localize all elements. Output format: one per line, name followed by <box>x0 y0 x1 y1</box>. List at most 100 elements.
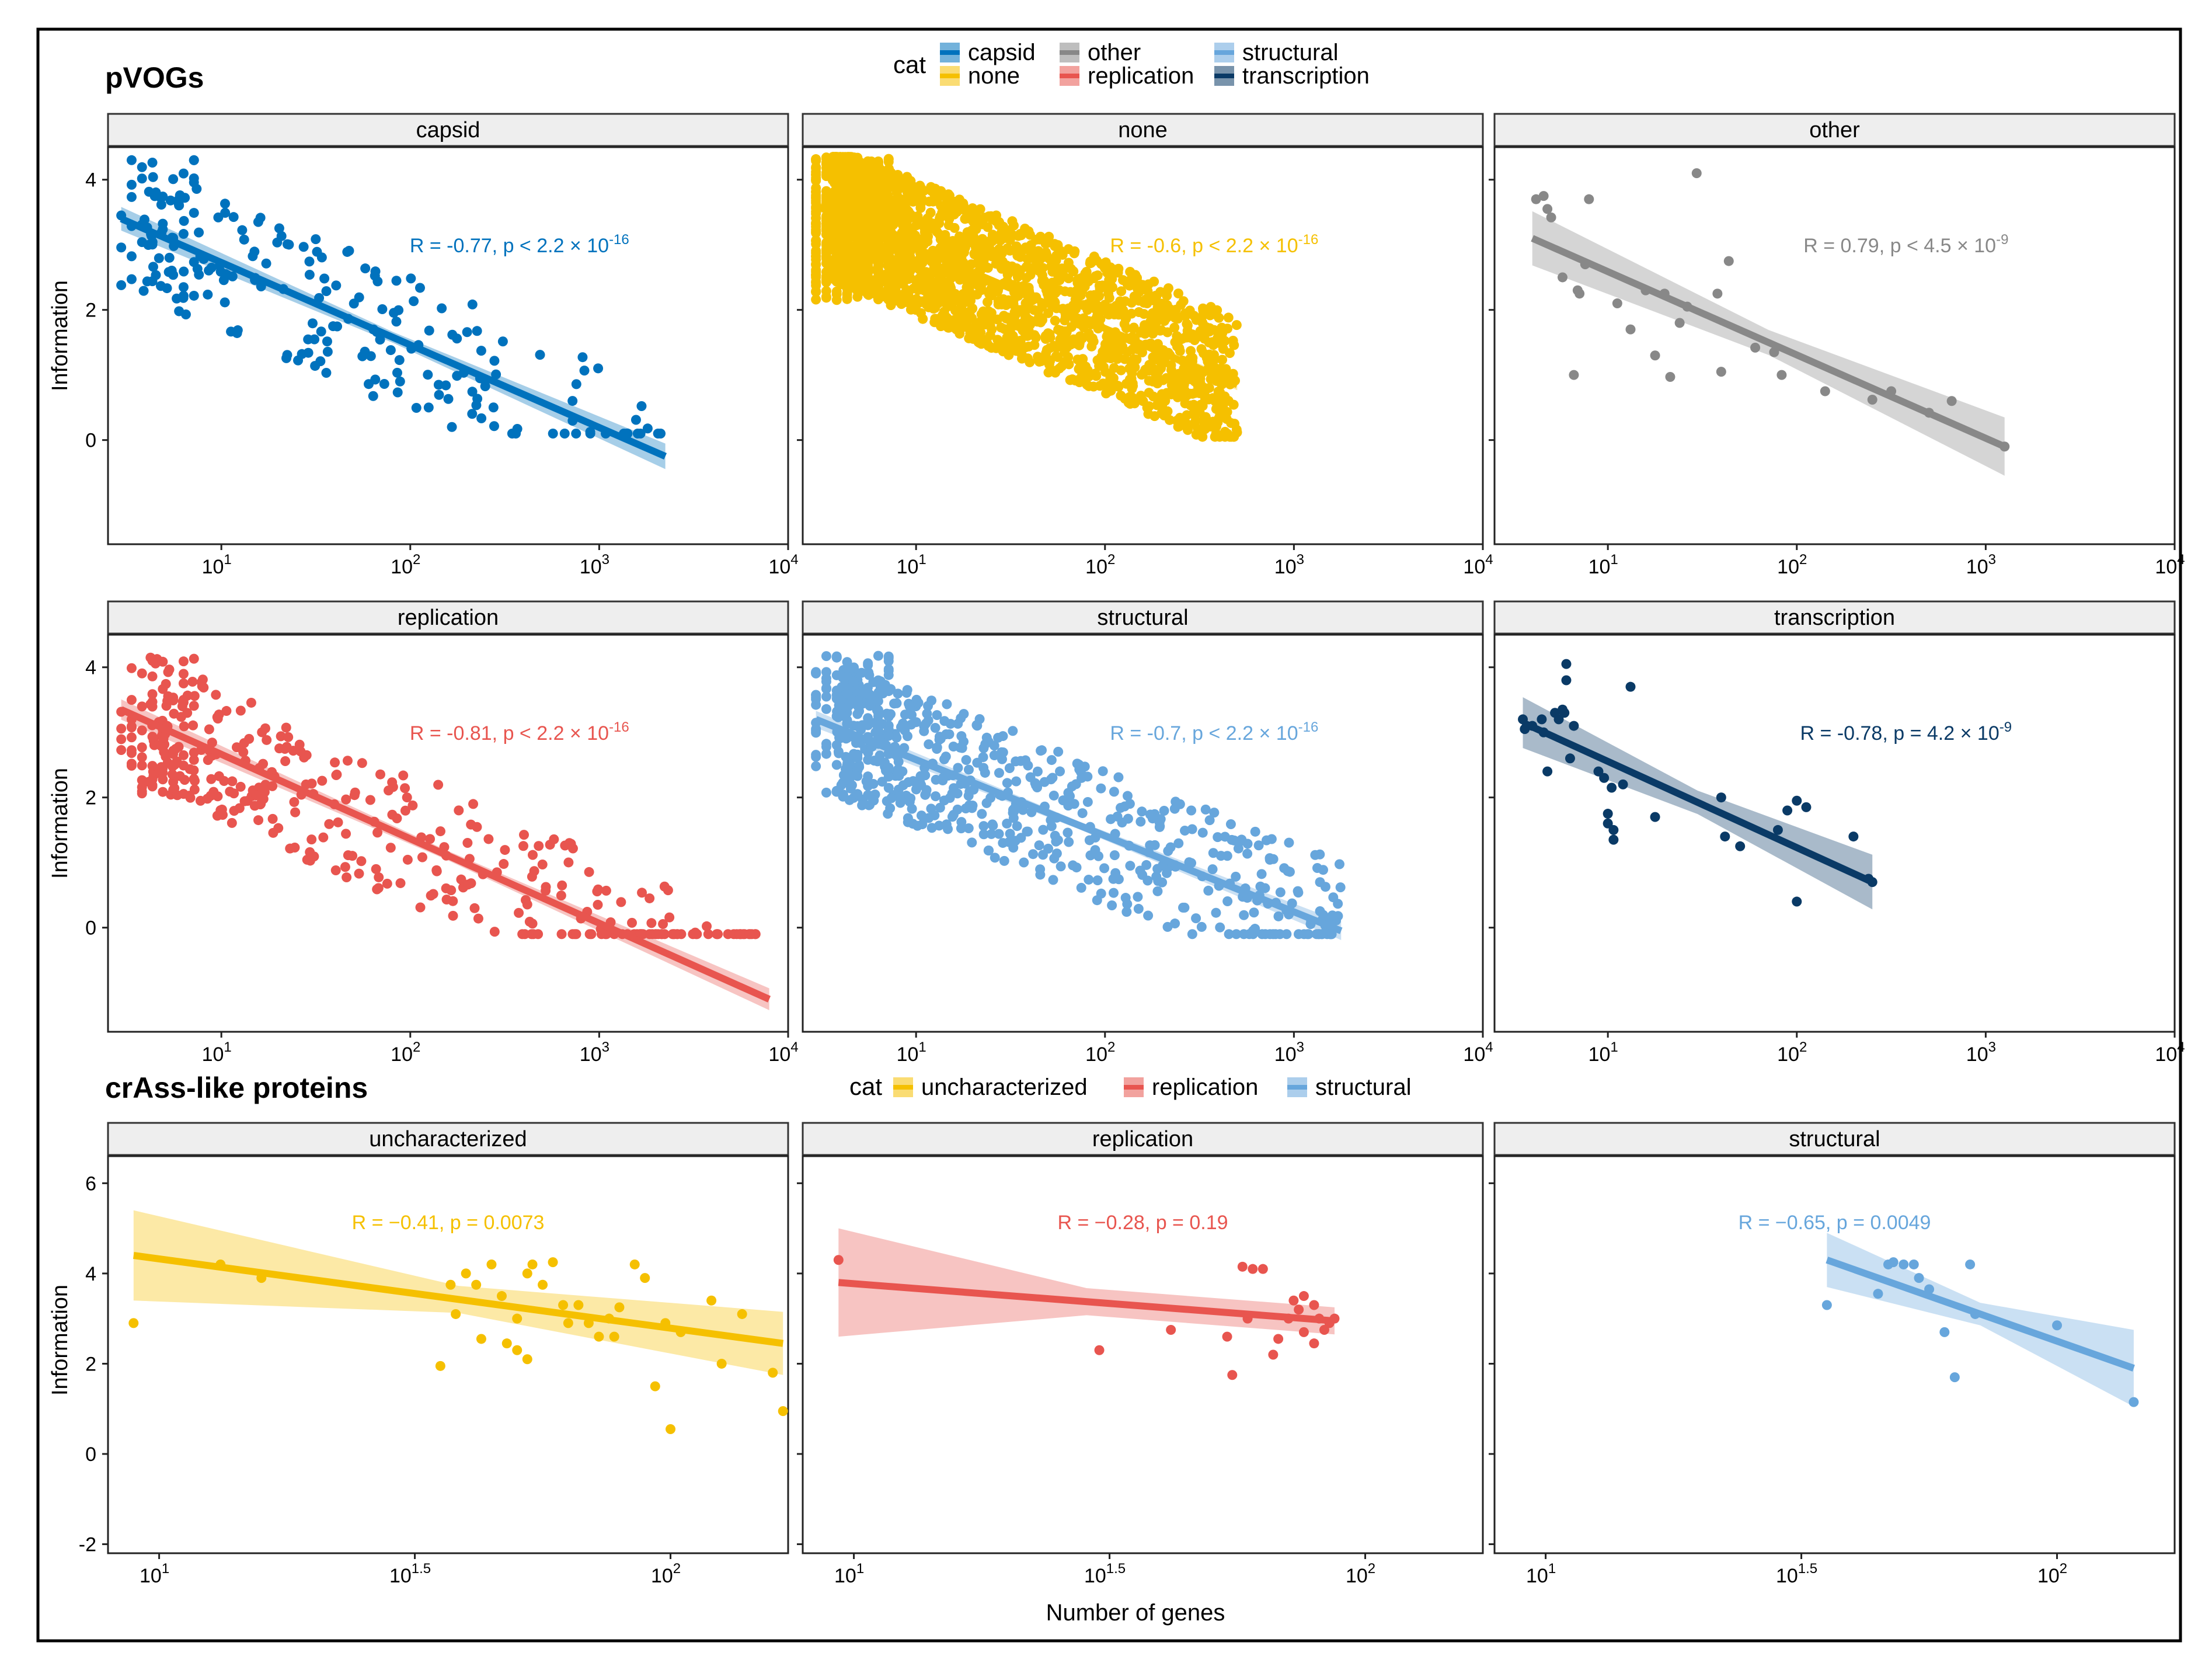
data-point <box>839 190 850 200</box>
x-tick-label: 104 <box>768 552 798 578</box>
data-point <box>1081 361 1091 372</box>
stat-annotation-exp: -16 <box>609 719 629 735</box>
data-point <box>904 796 915 807</box>
data-point <box>472 822 482 832</box>
data-point <box>831 740 842 750</box>
data-point <box>1261 835 1272 846</box>
data-point <box>375 335 385 345</box>
x-tick-label-exp: 2 <box>413 1039 420 1055</box>
data-point <box>904 701 915 711</box>
data-point <box>883 197 894 207</box>
data-point <box>942 699 952 709</box>
data-point <box>1098 766 1108 777</box>
data-point <box>821 651 831 662</box>
data-point <box>1074 763 1085 774</box>
data-point <box>1315 877 1325 888</box>
data-point <box>832 181 843 192</box>
data-point <box>1135 816 1146 827</box>
data-point <box>1133 903 1144 914</box>
data-point <box>947 241 957 252</box>
data-point <box>1222 851 1232 861</box>
data-point <box>906 719 917 730</box>
x-tick-label-exp: 4 <box>2177 1039 2185 1055</box>
legend-title: cat <box>893 51 926 78</box>
data-point <box>409 296 419 307</box>
data-point <box>1186 346 1196 356</box>
data-point <box>341 794 351 805</box>
x-tick-label-exp: 1.5 <box>1106 1561 1126 1577</box>
data-point <box>116 242 127 253</box>
data-point <box>903 777 914 787</box>
data-point <box>301 779 311 789</box>
data-point <box>222 270 232 280</box>
data-point <box>676 929 687 940</box>
data-point <box>1008 220 1019 231</box>
data-point <box>1005 245 1015 256</box>
data-point <box>921 299 932 309</box>
data-point <box>178 656 189 667</box>
data-point <box>189 701 199 711</box>
data-point <box>1094 1345 1105 1355</box>
data-point <box>811 280 821 291</box>
data-point <box>883 666 894 676</box>
data-point <box>768 1368 778 1378</box>
data-point <box>1002 778 1012 788</box>
data-point <box>821 667 831 677</box>
x-tick-label-exp: 4 <box>2177 552 2185 568</box>
data-point <box>178 750 189 760</box>
stat-annotation-text: R = 0.79, p < 4.5 × 10 <box>1803 235 1996 257</box>
data-point <box>161 752 171 762</box>
data-point <box>1603 818 1613 829</box>
data-point <box>214 771 224 781</box>
x-tick-label-exp: 2 <box>2060 1561 2067 1577</box>
data-point <box>456 874 466 885</box>
x-tick-label-exp: 4 <box>1485 1039 1493 1055</box>
data-point <box>1531 194 1541 204</box>
data-point <box>914 280 924 290</box>
points-uncharacterized <box>128 1257 788 1434</box>
data-point <box>178 669 189 679</box>
data-point <box>1222 1331 1232 1342</box>
data-point <box>571 929 581 940</box>
data-point <box>116 280 127 290</box>
data-point <box>172 790 183 801</box>
data-point <box>1023 760 1033 771</box>
data-point <box>932 710 942 721</box>
x-tick-label-exp: 1 <box>1548 1561 1556 1577</box>
data-point <box>406 273 416 284</box>
data-point <box>1060 357 1070 367</box>
data-point <box>706 1295 717 1306</box>
data-point <box>969 217 979 228</box>
x-tick-label-exp: 2 <box>673 1561 681 1577</box>
data-point <box>842 688 852 699</box>
data-point <box>627 917 638 928</box>
data-point <box>871 161 882 171</box>
data-point <box>256 799 266 809</box>
data-point <box>357 758 367 768</box>
data-point <box>274 223 284 234</box>
strip-label-other: other <box>1809 118 1860 142</box>
strip-structural <box>802 600 1484 635</box>
data-point <box>267 813 278 824</box>
data-point <box>1134 287 1144 297</box>
data-point <box>126 721 137 732</box>
data-point <box>821 749 831 759</box>
data-point <box>158 742 168 753</box>
data-point <box>953 763 963 773</box>
data-point <box>1128 322 1139 333</box>
data-point <box>1021 273 1032 283</box>
data-point <box>967 837 977 848</box>
data-point <box>1294 1304 1304 1315</box>
data-point <box>179 721 189 732</box>
x-tick-label: 103 <box>580 552 609 578</box>
data-point <box>349 298 359 309</box>
y-tick-label: 6 <box>85 1173 96 1195</box>
stat-annotation-text: R = -0.6, p < 2.2 × 10 <box>1110 235 1298 257</box>
data-point <box>527 871 537 882</box>
data-point <box>1211 428 1221 439</box>
data-point <box>1224 929 1234 940</box>
data-point <box>148 262 158 272</box>
data-point <box>488 402 499 413</box>
data-point <box>522 1268 532 1279</box>
